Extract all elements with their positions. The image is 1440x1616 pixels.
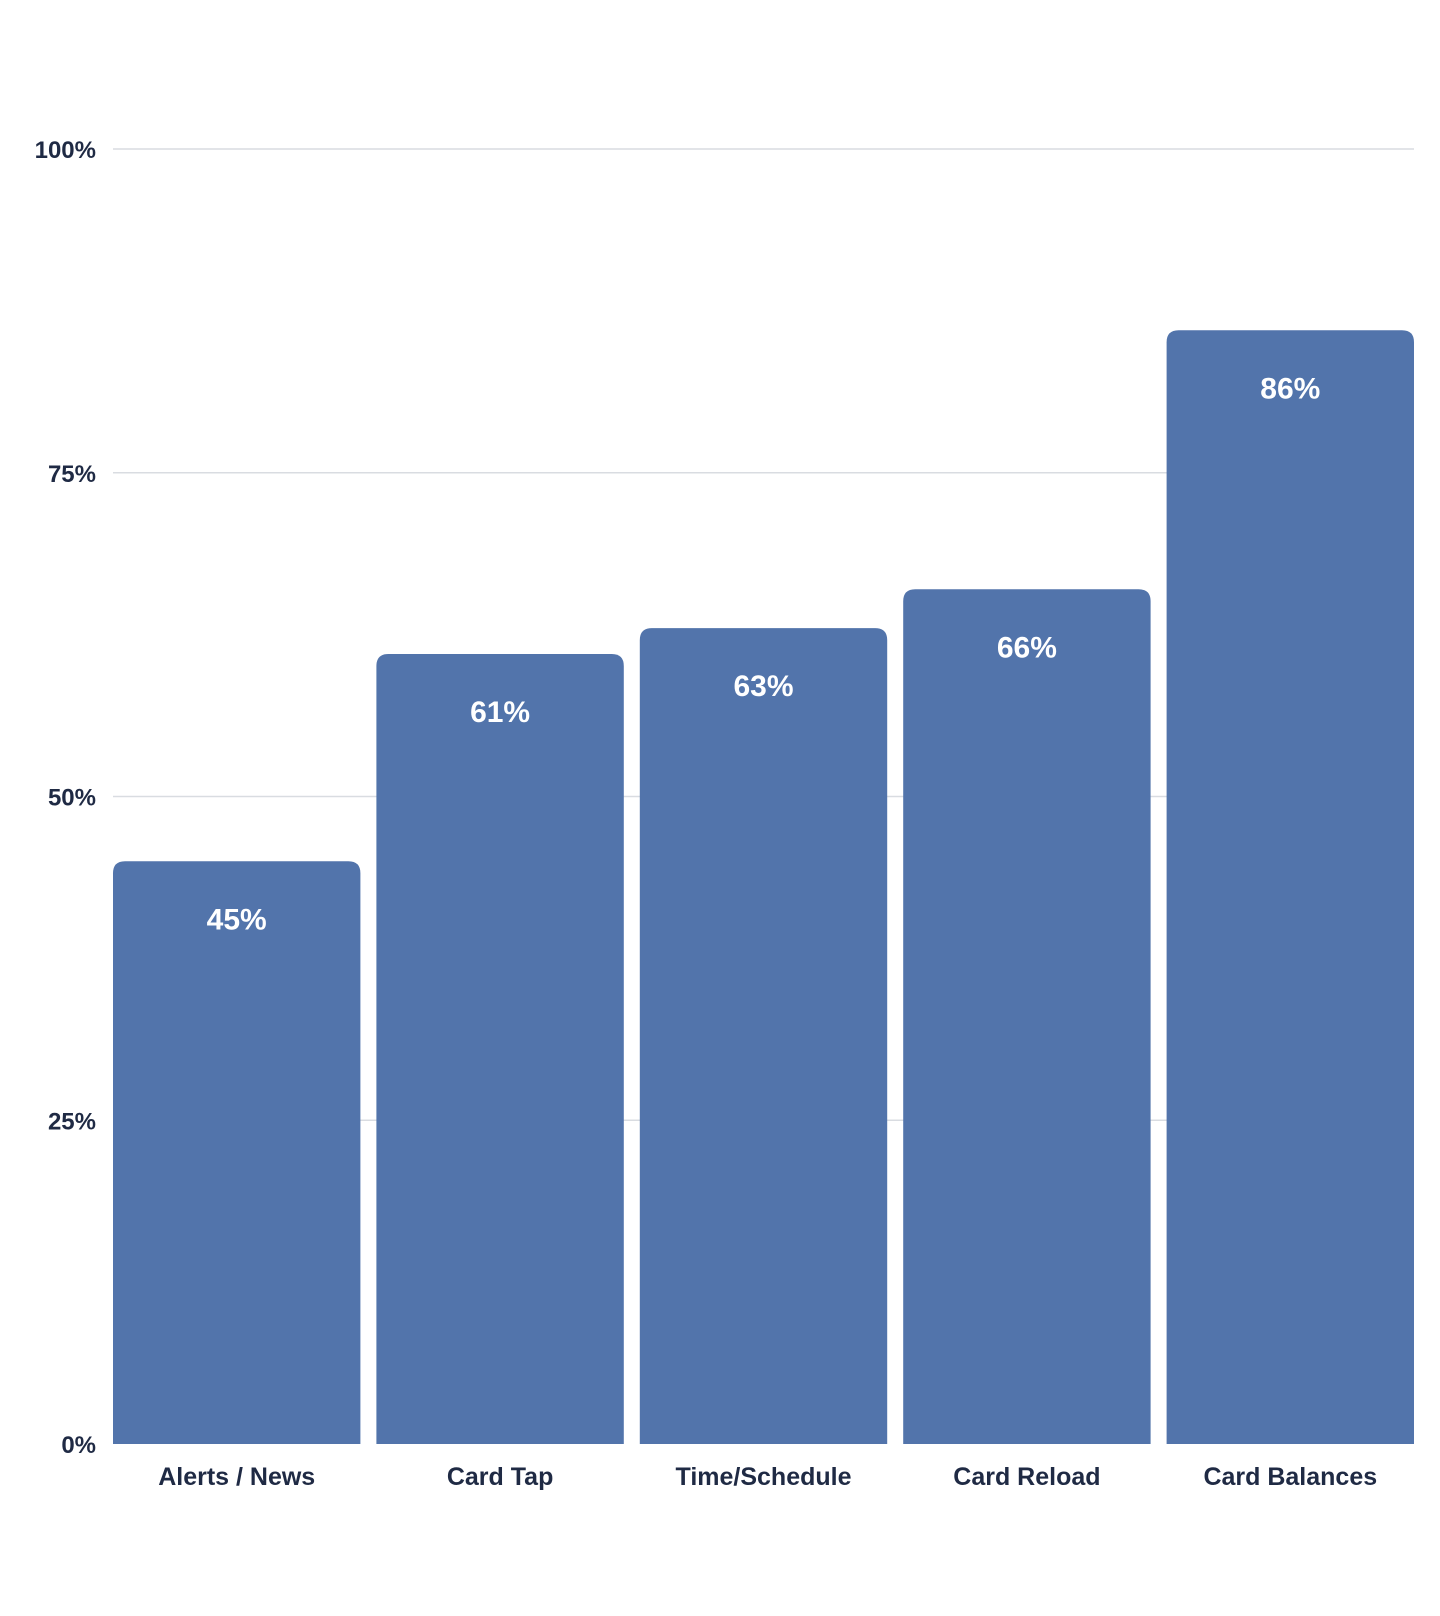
bar-card-reload <box>903 589 1151 1444</box>
x-category-label: Time/Schedule <box>676 1463 852 1491</box>
bars <box>113 330 1414 1444</box>
x-category-label: Card Reload <box>953 1463 1100 1491</box>
bar-card-tap <box>376 654 624 1444</box>
x-category-label: Card Tap <box>447 1463 554 1491</box>
x-axis-labels: Alerts / News Card Tap Time/Schedule Card R… <box>158 1463 1377 1491</box>
bar-value-label: 66% <box>997 631 1057 664</box>
x-category-label: Card Balances <box>1203 1463 1377 1491</box>
y-tick-label: 25% <box>48 1108 96 1135</box>
bar-value-label: 61% <box>470 696 530 729</box>
bar-value-label: 63% <box>733 670 793 703</box>
y-axis-ticks: 0% 25% 50% 75% 100% <box>35 137 96 1459</box>
y-tick-label: 75% <box>48 461 96 488</box>
y-tick-label: 50% <box>48 785 96 812</box>
bar-card-balances <box>1166 330 1414 1444</box>
bar-value-label: 86% <box>1260 372 1320 405</box>
bar-alerts-news <box>113 861 361 1444</box>
bar-time-schedule <box>639 628 888 1444</box>
x-category-label: Alerts / News <box>158 1463 315 1491</box>
value-labels: 45% 61% 63% 66% 86% <box>207 372 1321 936</box>
y-tick-label: 100% <box>35 137 96 164</box>
bar-value-label: 45% <box>207 903 267 936</box>
y-tick-label: 0% <box>61 1432 96 1459</box>
